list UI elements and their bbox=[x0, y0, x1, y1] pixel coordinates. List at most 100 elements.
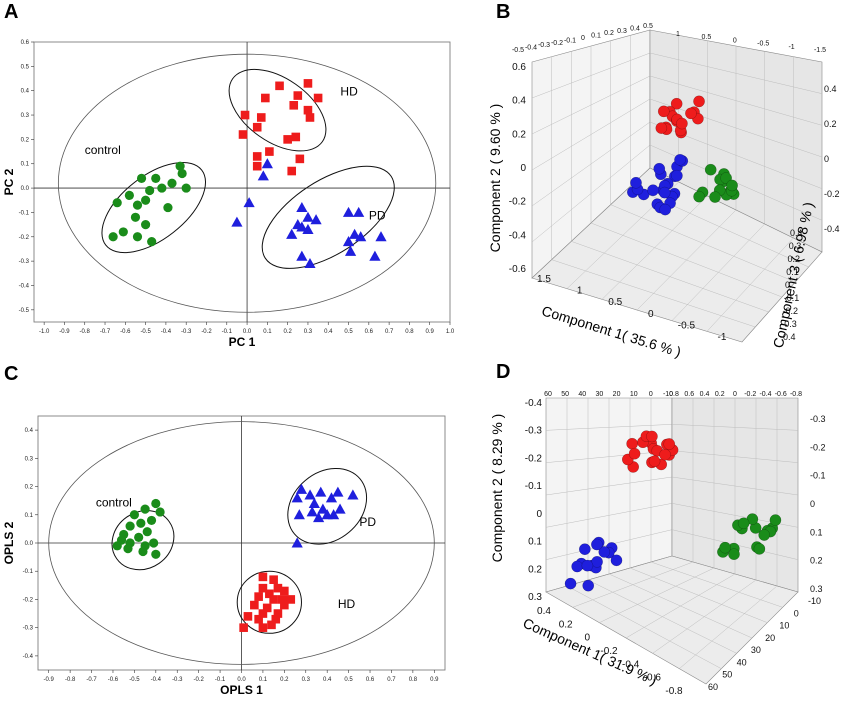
chart-c-svg: C -0.9 -0.8 -0.7 -0.6 -0.5 -0.4 -0.3 -0.2 -0.1 0.0… bbox=[2, 363, 446, 697]
bottom-tick-label: 0.2 bbox=[559, 619, 573, 630]
top-tick-label: 0.1 bbox=[591, 33, 601, 40]
data-point-pd bbox=[342, 206, 355, 217]
depth-tick-label: 20 bbox=[765, 633, 775, 643]
y-tick-label: -0.3 bbox=[23, 626, 34, 632]
depth-tick-label: 50 bbox=[722, 670, 732, 680]
depth-tick-label: 0.2 bbox=[788, 254, 801, 264]
top-tick-label: 0.8 bbox=[669, 391, 679, 398]
data-point-pd bbox=[293, 509, 305, 520]
data-point-hd bbox=[283, 135, 292, 144]
data-point-hd bbox=[626, 437, 639, 450]
x-tick-label: -0.9 bbox=[59, 329, 70, 335]
y-tick-label: 0.1 bbox=[21, 162, 30, 168]
data-point-pd bbox=[304, 257, 316, 269]
bottom-tick-label: 0.4 bbox=[537, 606, 551, 617]
top-tick-label: 0.4 bbox=[630, 25, 640, 32]
data-point-control bbox=[146, 515, 157, 526]
bottom-tick-label: -0.2 bbox=[600, 646, 618, 657]
data-point-hd bbox=[693, 95, 705, 108]
x-tick-label: -0.1 bbox=[222, 329, 233, 335]
panel-c: C -0.9 -0.8 -0.7 -0.6 -0.5 -0.4 -0.3 -0.2 -0.1 0.0… bbox=[0, 360, 460, 714]
left-tick-label: 0.2 bbox=[512, 129, 526, 140]
data-point-control bbox=[108, 232, 118, 242]
data-point-hd bbox=[275, 81, 284, 91]
data-point-control bbox=[151, 498, 161, 509]
left-tick-label: -0.2 bbox=[509, 197, 527, 208]
top-tick-label: -0.2 bbox=[551, 40, 563, 47]
x-tick-label: -0.2 bbox=[201, 329, 212, 335]
data-point-pd bbox=[610, 554, 623, 567]
x-tick-label: 0.7 bbox=[385, 329, 394, 335]
data-point-control bbox=[141, 220, 151, 230]
x-tick-label: 0.5 bbox=[344, 329, 353, 335]
top-tick-label: -0.2 bbox=[744, 391, 756, 398]
top-tick-label: 30 bbox=[596, 391, 604, 398]
data-point-pd bbox=[659, 203, 672, 216]
top-tick-label: 0.5 bbox=[702, 34, 712, 41]
data-point-hd bbox=[271, 614, 281, 624]
x-tick-label: -0.6 bbox=[120, 329, 131, 335]
x-tick-label: -0.1 bbox=[215, 677, 226, 683]
data-point-pd bbox=[296, 250, 308, 261]
x-tick-label: 0.4 bbox=[323, 677, 332, 683]
data-point-hd bbox=[265, 589, 274, 599]
data-point-hd bbox=[267, 620, 276, 630]
data-point-hd bbox=[280, 586, 289, 596]
right-tick-label: 0.4 bbox=[824, 84, 837, 94]
top-tick-label: -0.6 bbox=[775, 391, 787, 398]
y-tick-label: -0.5 bbox=[19, 308, 30, 314]
left-tick-label: 0.3 bbox=[528, 592, 542, 603]
data-point-control bbox=[163, 202, 173, 213]
data-point-pd bbox=[306, 506, 318, 517]
data-point-control bbox=[138, 546, 148, 557]
data-point-pd bbox=[671, 169, 683, 182]
data-point-hd bbox=[293, 91, 303, 100]
x-tick-label: 0.8 bbox=[405, 329, 414, 335]
x-axis-label: PC 1 bbox=[229, 335, 256, 349]
data-point-pd bbox=[582, 579, 595, 592]
group-label-control: control bbox=[96, 495, 132, 509]
x-tick-label: 0.2 bbox=[283, 329, 292, 335]
left-tick-label: -0.4 bbox=[525, 398, 543, 409]
top-tick-label: 50 bbox=[561, 391, 569, 398]
x-tick-label: -0.2 bbox=[193, 677, 204, 683]
data-point-control bbox=[167, 178, 177, 188]
data-point-pd bbox=[231, 216, 243, 227]
top-tick-label: -0.4 bbox=[525, 45, 537, 52]
data-point-control bbox=[123, 544, 133, 554]
left-tick-label: -0.6 bbox=[509, 264, 527, 275]
left-tick-label: 0 bbox=[520, 163, 526, 174]
data-point-hd bbox=[303, 105, 313, 115]
x-tick-label: 0.2 bbox=[280, 677, 289, 683]
top-tick-label: 0 bbox=[649, 391, 653, 398]
data-point-pd bbox=[369, 250, 381, 261]
depth-tick-label: 0.4 bbox=[790, 228, 803, 238]
top-tick-label: -0.1 bbox=[564, 37, 576, 44]
data-point-control bbox=[147, 237, 157, 247]
data-point-hd bbox=[261, 93, 270, 103]
bottom-tick-label: -0.8 bbox=[665, 686, 683, 697]
data-point-control bbox=[709, 191, 721, 203]
group-ellipse-control bbox=[111, 510, 175, 571]
x-tick-label: 0.9 bbox=[426, 329, 435, 335]
data-point-control bbox=[704, 163, 717, 176]
depth-tick-label: 60 bbox=[708, 682, 718, 692]
depth-tick-label: 10 bbox=[779, 621, 789, 631]
data-point-control bbox=[142, 527, 152, 537]
data-point-hd bbox=[252, 152, 262, 161]
x-tick-label: -0.5 bbox=[140, 329, 151, 335]
data-point-hd bbox=[670, 97, 683, 110]
data-point-pd bbox=[564, 577, 577, 590]
x-tick-label: 0.6 bbox=[365, 329, 374, 335]
bottom-tick-label: -0.5 bbox=[678, 320, 696, 331]
data-point-pd bbox=[342, 236, 355, 247]
top-tick-label: 0.4 bbox=[700, 391, 710, 398]
data-point-hd bbox=[256, 113, 266, 122]
depth-tick-label: 30 bbox=[751, 645, 761, 655]
data-point-pd bbox=[328, 509, 340, 520]
data-point-hd bbox=[254, 592, 263, 601]
x-axis-label: OPLS 1 bbox=[220, 683, 263, 697]
y-tick-label: 0.1 bbox=[25, 513, 34, 519]
data-point-hd bbox=[258, 583, 268, 593]
x-tick-label: 0.4 bbox=[324, 329, 333, 335]
